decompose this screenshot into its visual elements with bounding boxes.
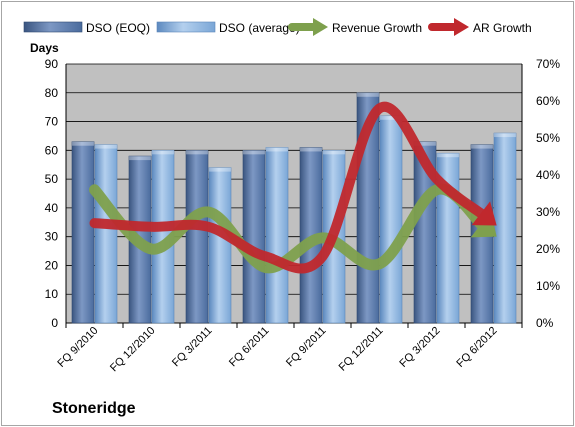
y-tick-label: 50 bbox=[45, 172, 59, 186]
y-axis-title: Days bbox=[30, 41, 59, 55]
x-tick-label: FQ 6/2012 bbox=[454, 325, 499, 370]
y-tick-label: 80 bbox=[45, 86, 59, 100]
y2-tick-label: 0% bbox=[536, 316, 554, 330]
bar-dso-average-highlight bbox=[266, 147, 288, 152]
x-tick-label: FQ 3/2012 bbox=[397, 325, 442, 370]
bar-dso-average-highlight bbox=[323, 150, 345, 155]
x-tick-label: FQ 6/2011 bbox=[227, 325, 272, 370]
y-tick-label: 10 bbox=[45, 287, 59, 301]
y2-tick-label: 10% bbox=[536, 279, 560, 293]
legend-label-revenue-growth: Revenue Growth bbox=[332, 21, 422, 35]
bar-dso-eoq-highlight bbox=[357, 92, 379, 97]
bar-dso-eoq-highlight bbox=[414, 141, 436, 146]
bar-dso-average-highlight bbox=[380, 115, 402, 120]
legend-swatch-dso-eoq bbox=[23, 21, 83, 33]
ar-growth-line bbox=[89, 101, 488, 274]
company-name: Stoneridge bbox=[52, 400, 136, 417]
bar-dso-average bbox=[94, 144, 118, 324]
bar-dso-average-highlight bbox=[152, 150, 174, 155]
y2-tick-label: 20% bbox=[536, 242, 560, 256]
bar-dso-average bbox=[265, 147, 289, 324]
bar-dso-average-highlight bbox=[437, 153, 459, 158]
legend-arrowhead-ar-growth bbox=[454, 18, 469, 36]
bar-dso-eoq-highlight bbox=[72, 141, 94, 146]
bar-dso-average-highlight bbox=[494, 133, 516, 138]
bar-dso-eoq-highlight bbox=[243, 150, 265, 155]
x-tick-label: FQ 9/2011 bbox=[284, 325, 329, 370]
y2-tick-label: 40% bbox=[536, 168, 560, 182]
bar-dso-average bbox=[379, 115, 403, 324]
legend-label-dso-eoq: DSO (EOQ) bbox=[86, 21, 150, 35]
y2-tick-label: 50% bbox=[536, 131, 560, 145]
legend-label-ar-growth: AR Growth bbox=[473, 21, 532, 35]
bar-dso-eoq-highlight bbox=[186, 150, 208, 155]
bar-dso-eoq-highlight bbox=[471, 144, 493, 149]
bar-dso-eoq bbox=[71, 141, 95, 324]
bar-dso-average bbox=[493, 132, 517, 324]
y-tick-label: 40 bbox=[45, 201, 59, 215]
y2-tick-label: 30% bbox=[536, 205, 560, 219]
bar-dso-eoq-highlight bbox=[300, 147, 322, 152]
bar-dso-average-highlight bbox=[209, 167, 231, 172]
legend: DSO (EOQ) DSO (average) Revenue Growth AR G… bbox=[23, 18, 532, 36]
legend-label-dso-average: DSO (average) bbox=[219, 21, 300, 35]
revenue-growth-line bbox=[89, 183, 488, 274]
bar-dso-eoq bbox=[242, 150, 266, 324]
y2-tick-label: 60% bbox=[536, 94, 560, 108]
bar-dso-eoq bbox=[185, 150, 209, 324]
x-tick-label: FQ 12/2011 bbox=[337, 325, 386, 374]
y-tick-label: 90 bbox=[45, 57, 59, 71]
y-tick-label: 30 bbox=[45, 230, 59, 244]
legend-arrowhead-revenue-growth bbox=[313, 18, 328, 36]
y-tick-label: 60 bbox=[45, 143, 59, 157]
x-tick-label: FQ 9/2010 bbox=[55, 325, 100, 370]
ar-growth-arrowhead bbox=[471, 201, 497, 226]
bar-dso-average bbox=[208, 167, 232, 324]
x-tick-label: FQ 3/2011 bbox=[170, 325, 215, 370]
bar-dso-eoq-highlight bbox=[129, 156, 151, 161]
legend-swatch-dso-average bbox=[156, 21, 216, 33]
y-tick-label: 0 bbox=[51, 316, 58, 330]
y-tick-label: 70 bbox=[45, 115, 59, 129]
bar-dso-average-highlight bbox=[95, 144, 117, 149]
x-tick-label: FQ 12/2010 bbox=[108, 325, 158, 375]
y-tick-label: 20 bbox=[45, 258, 59, 272]
y2-tick-label: 70% bbox=[536, 57, 560, 71]
